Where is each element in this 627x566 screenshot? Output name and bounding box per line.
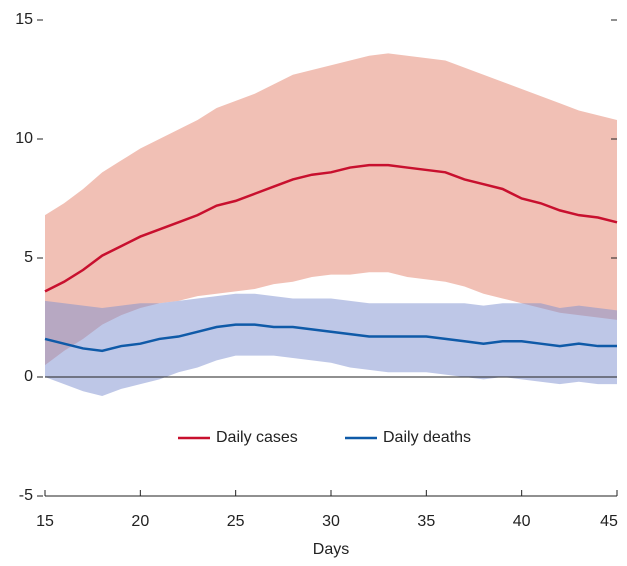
x-tick-label: 45 (600, 513, 618, 530)
x-tick-label: 25 (227, 513, 245, 530)
confidence-band (45, 293, 617, 397)
legend-label: Daily cases (216, 429, 298, 446)
x-tick-label: 30 (322, 513, 340, 530)
y-tick-label: 15 (15, 11, 33, 28)
x-tick-label: 20 (131, 513, 149, 530)
series-line (44, 323, 617, 353)
y-tick-label: 5 (24, 249, 33, 266)
x-axis-label: Days (313, 541, 349, 558)
y-tick-label: 10 (15, 130, 33, 147)
legend-label: Daily deaths (383, 429, 471, 446)
x-tick-label: 40 (513, 513, 531, 530)
x-tick-label: 15 (36, 513, 54, 530)
y-tick-label: -5 (19, 487, 33, 504)
series-line (44, 163, 618, 293)
y-tick-label: 0 (24, 368, 33, 385)
x-tick-label: 35 (417, 513, 435, 530)
confidence-band (45, 53, 617, 366)
